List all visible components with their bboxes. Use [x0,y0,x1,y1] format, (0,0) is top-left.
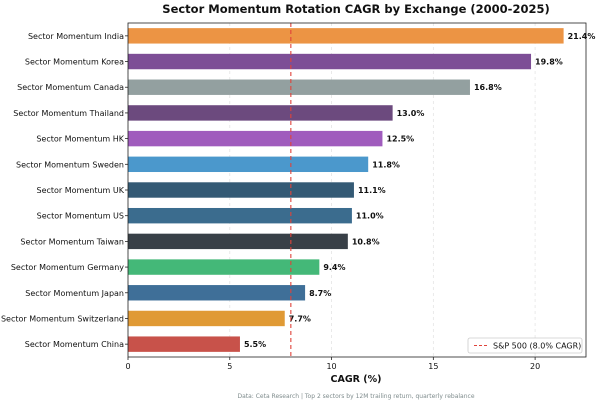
category-label: Sector Momentum Canada [17,83,124,92]
category-label: Sector Momentum Taiwan [20,237,124,246]
bar [128,336,240,352]
footer-note: Data: Ceta Research | Top 2 sectors by 1… [237,393,474,400]
category-label: Sector Momentum Korea [25,58,124,67]
value-label: 11.0% [356,212,384,221]
x-tick-label: 20 [530,362,540,371]
bar [128,233,348,250]
category-label: Sector Momentum Sweden [16,160,124,169]
bar [128,310,285,327]
value-label: 19.8% [535,58,563,67]
value-label: 10.8% [352,237,380,246]
value-label: 11.8% [372,160,400,169]
bar [128,285,306,301]
legend-label: S&P 500 (8.0% CAGR) [493,342,581,351]
x-tick-label: 15 [428,362,438,371]
chart-title: Sector Momentum Rotation CAGR by Exchang… [162,2,549,16]
category-label: Sector Momentum Germany [11,263,124,272]
bar [128,182,354,198]
x-tick-label: 10 [326,362,336,371]
bar [128,79,470,95]
x-axis-label: CAGR (%) [331,374,382,385]
x-tick-label: 0 [125,362,130,371]
value-label: 8.7% [309,289,331,298]
bar [128,28,564,44]
category-label: Sector Momentum UK [37,186,125,195]
value-label: 5.5% [244,340,266,349]
category-label: Sector Momentum HK [36,135,124,144]
bar [128,53,532,70]
value-label: 13.0% [397,109,425,118]
category-label: Sector Momentum Japan [25,289,124,298]
value-label: 16.8% [474,83,502,92]
category-label: Sector Momentum US [37,212,124,221]
value-label: 9.4% [323,263,345,272]
value-label: 12.5% [386,135,414,144]
bar [128,105,393,121]
bar [128,156,369,173]
bar [128,130,383,147]
bar [128,207,352,224]
category-label: Sector Momentum Switzerland [1,314,124,323]
value-label: 11.1% [358,186,386,195]
value-label: 21.4% [568,32,596,41]
x-tick-label: 5 [227,362,232,371]
plot-area: Sector Momentum India 21.4% Sector Momentu… [1,22,596,371]
category-label: Sector Momentum Thailand [13,109,124,118]
value-label: 7.7% [289,314,311,323]
legend-box [467,337,583,354]
category-label: Sector Momentum China [25,340,124,349]
bar [128,259,320,275]
category-label: Sector Momentum India [28,32,124,41]
